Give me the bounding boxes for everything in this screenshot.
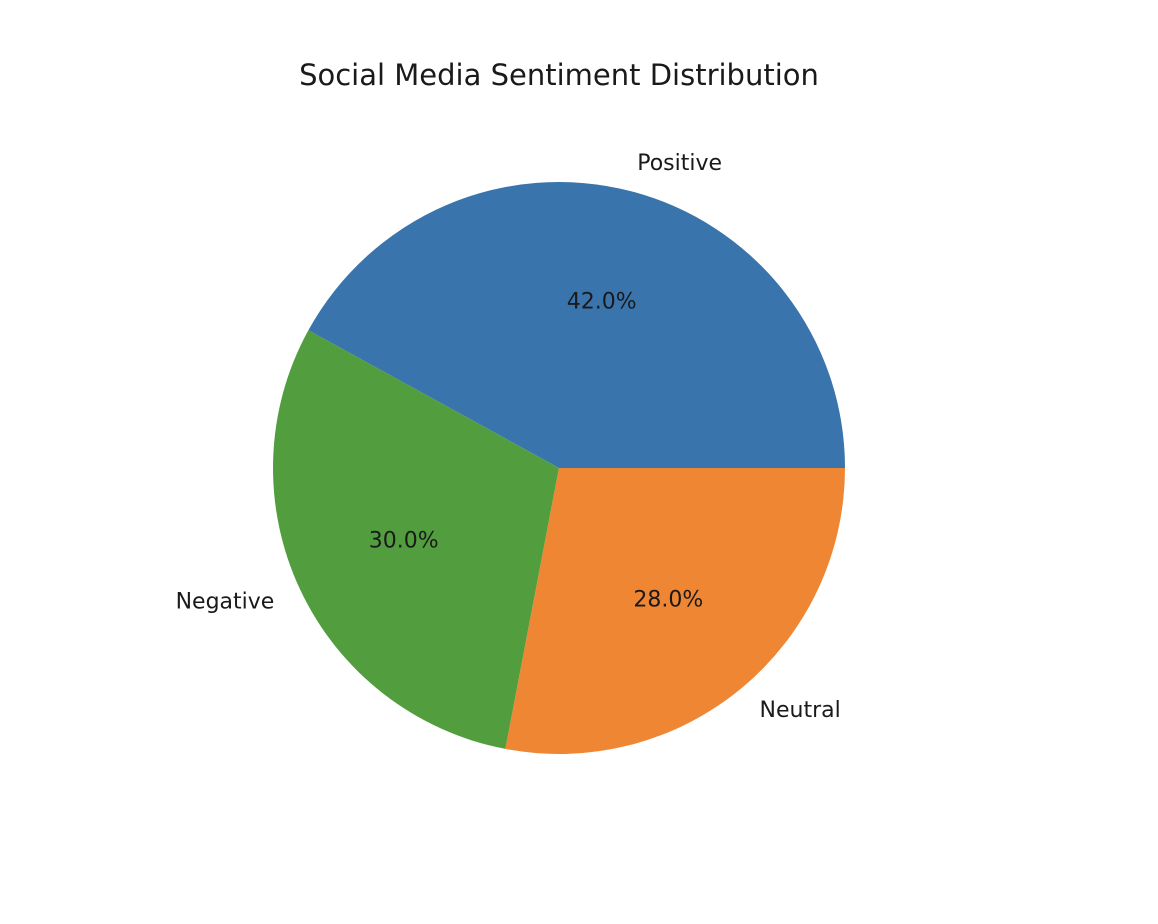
pie-category-label-negative: Negative xyxy=(176,589,275,614)
pie-slices xyxy=(272,181,846,754)
pie-slice-negative xyxy=(272,330,559,749)
pie-slice-positive xyxy=(308,181,846,468)
pie-value-label-neutral: 28.0% xyxy=(633,588,703,613)
pie-labels: 42.0% Positive 30.0% Negative 28.0% Neutral xyxy=(176,151,841,723)
pie-value-label-negative: 30.0% xyxy=(369,529,439,554)
pie-slice-neutral xyxy=(505,468,845,754)
pie-value-label-positive: 42.0% xyxy=(567,289,637,314)
pie-category-label-neutral: Neutral xyxy=(760,698,841,723)
pie-category-label-positive: Positive xyxy=(637,151,722,176)
chart-title: Social Media Sentiment Distribution xyxy=(299,58,819,92)
